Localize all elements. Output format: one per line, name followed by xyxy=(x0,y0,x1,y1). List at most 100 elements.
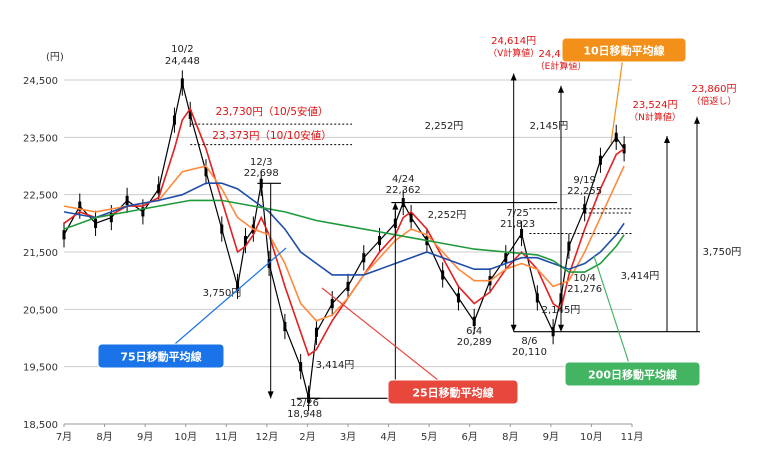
price-candle xyxy=(456,293,460,303)
x-tick-label: 8月 xyxy=(96,431,112,443)
ma-series-line xyxy=(63,165,625,322)
axes: 18,500 19,500 20,500 21,500 22,500 23,500 24,5… xyxy=(23,52,643,443)
ma-series-line xyxy=(63,107,625,357)
span-2145-lower-head xyxy=(558,324,564,332)
y-tick-label: 24,500 xyxy=(23,76,58,87)
price-candle xyxy=(622,144,626,154)
ncalc-label: （N計算値） xyxy=(629,111,681,123)
jul25-date: 7/25 xyxy=(506,208,528,219)
dec3-value: 22,698 xyxy=(244,168,279,179)
span-2252-upper-label: 2,252円 xyxy=(425,121,464,132)
span-3750-left-label: 3,750円 xyxy=(203,288,242,299)
price-candle xyxy=(598,155,602,165)
ecalc-value: 24,400円 xyxy=(539,49,584,60)
span-2145-lower-label: 2,145円 xyxy=(542,305,581,316)
price-candle xyxy=(125,195,129,205)
price-candle xyxy=(614,132,618,142)
jun4-date: 6/4 xyxy=(466,326,482,337)
price-candle xyxy=(243,235,247,246)
x-tick-label: 4月 xyxy=(380,431,396,443)
x-tick-label: 6月 xyxy=(462,431,478,443)
jul25-value: 21,823 xyxy=(500,219,535,230)
span-3750-right-label: 3,750円 xyxy=(703,247,742,258)
reversal-label: （倍返し） xyxy=(691,95,736,107)
price-candle xyxy=(535,293,539,303)
legend-25ma-label: 25日移動平均線 xyxy=(412,386,493,400)
x-tick-label: 11月 xyxy=(215,431,238,443)
legend-25ma-leader xyxy=(321,287,454,393)
resist2-label: 23,373円（10/10安値） xyxy=(212,129,332,142)
legend-10ma-leader xyxy=(610,49,625,144)
apr24-date: 4/24 xyxy=(392,174,414,185)
sep19-value: 22,255 xyxy=(567,186,602,197)
legend-75ma-box xyxy=(97,343,225,369)
span-2252-lower-head xyxy=(510,324,517,332)
resist1-label: 23,730円（10/5安値） xyxy=(216,105,329,118)
vcalc-value: 24,614円 xyxy=(491,36,536,47)
high-oct2-value: 24,448 xyxy=(165,56,200,67)
price-candle xyxy=(314,327,318,337)
span-2145-upper-head xyxy=(558,85,564,93)
price-candle xyxy=(220,224,224,234)
legend-75ma-leader xyxy=(160,247,287,357)
dec3-date: 12/3 xyxy=(250,157,272,168)
price-candle xyxy=(94,218,98,228)
span-2252-lower-label: 2,252円 xyxy=(428,210,467,221)
span-3750-right-head xyxy=(694,116,700,124)
price-candle xyxy=(236,281,240,291)
legend-10ma-label: 10日移動平均線 xyxy=(583,44,664,58)
price-candle xyxy=(141,207,145,217)
y-tick-label: 22,500 xyxy=(23,191,58,202)
y-unit-label: (円) xyxy=(46,52,64,63)
span-2252-upper-head xyxy=(510,73,517,81)
price-candle xyxy=(362,253,366,263)
ncalc-value: 23,524円 xyxy=(633,100,678,111)
y-tick-label: 19,500 xyxy=(23,363,58,374)
price-candle xyxy=(378,235,382,246)
y-tick-label: 23,500 xyxy=(23,133,58,144)
legend-25ma-box xyxy=(387,379,519,405)
ma-series-line xyxy=(63,182,625,276)
price-candle xyxy=(520,228,524,239)
price-candle xyxy=(267,258,271,269)
aug6-date: 8/6 xyxy=(521,336,537,347)
price-candle xyxy=(346,281,350,291)
sep19-date: 9/19 xyxy=(573,175,595,186)
y-tick-label: 20,500 xyxy=(23,305,58,316)
y-tick-label: 21,500 xyxy=(23,248,58,259)
span-3750-left-head xyxy=(267,391,274,399)
price-candle xyxy=(283,321,287,332)
span-2145-upper-label: 2,145円 xyxy=(530,121,569,132)
x-tick-label: 11月 xyxy=(621,431,644,443)
price-candle xyxy=(180,78,184,88)
span-3414-right-head xyxy=(664,135,670,143)
price-candle xyxy=(172,115,176,125)
y-tick-label: 18,500 xyxy=(23,420,58,431)
x-tick-label: 10月 xyxy=(580,431,603,443)
oct4-date: 10/4 xyxy=(573,273,595,284)
price-candle xyxy=(78,201,82,211)
x-tick-label: 9月 xyxy=(543,431,559,443)
legend-75ma-label: 75日移動平均線 xyxy=(120,350,201,364)
reversal-value: 23,860円 xyxy=(692,84,737,95)
price-candle xyxy=(567,241,571,251)
x-tick-label: 9月 xyxy=(137,431,153,443)
apr24-value: 22,362 xyxy=(386,185,421,196)
span-3414-left-head xyxy=(392,202,399,210)
jun4-value: 20,289 xyxy=(457,337,492,348)
price-candle xyxy=(109,213,113,223)
price-candle xyxy=(330,299,334,309)
x-tick-label: 2月 xyxy=(299,431,315,443)
dec26-value: 18,948 xyxy=(287,409,322,420)
x-tick-label: 3月 xyxy=(340,431,356,443)
ma-series-line xyxy=(63,199,625,273)
price-candle xyxy=(204,167,208,177)
price-candle xyxy=(299,362,303,372)
legend-10ma-box xyxy=(561,37,687,63)
price-candle xyxy=(472,316,476,327)
legend-200ma-label: 200日移動平均線 xyxy=(588,368,677,382)
x-tick-label: 12月 xyxy=(255,431,278,443)
x-tick-label: 8月 xyxy=(502,431,518,443)
